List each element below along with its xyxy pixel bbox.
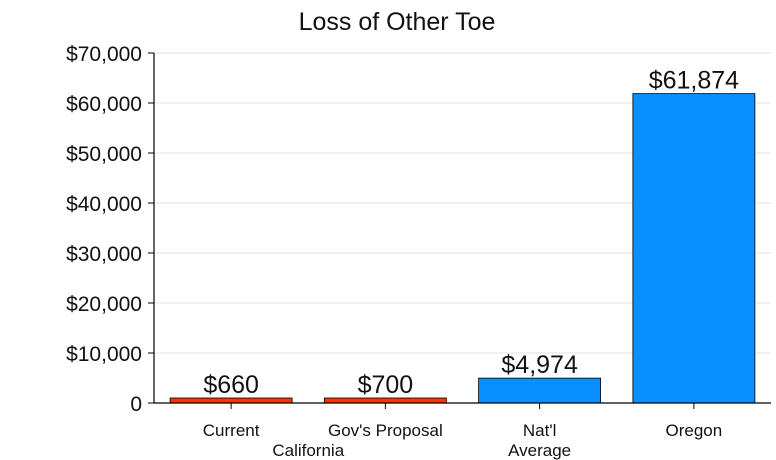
x-tick-label: Current xyxy=(203,421,260,440)
y-tick-label: $70,000 xyxy=(66,43,142,66)
data-label: $660 xyxy=(203,371,259,399)
group-labels: California xyxy=(272,441,344,460)
x-tick-label: Oregon xyxy=(666,421,723,440)
y-tick-label: $30,000 xyxy=(66,243,142,266)
chart-title: Loss of Other Toe xyxy=(299,8,496,36)
group-label: California xyxy=(272,441,344,460)
data-label: $4,974 xyxy=(501,351,578,379)
y-tick-label: $50,000 xyxy=(66,143,142,166)
y-tick-label: 0 xyxy=(130,393,142,416)
y-tick-label: $20,000 xyxy=(66,293,142,316)
gridlines xyxy=(154,52,771,354)
y-tick-label: $10,000 xyxy=(66,343,142,366)
data-label: $700 xyxy=(358,371,414,399)
x-tick-label: Gov's Proposal xyxy=(328,421,443,440)
y-tick-label: $40,000 xyxy=(66,193,142,216)
data-label: $61,874 xyxy=(649,67,739,95)
x-tick-label: Nat'l xyxy=(523,421,556,440)
y-tick-label: $60,000 xyxy=(66,93,142,116)
bars xyxy=(169,93,756,404)
x-tick-label: Average xyxy=(508,441,571,460)
data-labels: $660 $700 $4,974 $61,874 xyxy=(203,67,739,399)
bar-oregon xyxy=(632,93,756,404)
y-axis-tick-labels: 0 $10,000 $20,000 $30,000 $40,000 $50,000 $60,… xyxy=(66,43,154,416)
bar-nat-l-average xyxy=(478,377,602,404)
